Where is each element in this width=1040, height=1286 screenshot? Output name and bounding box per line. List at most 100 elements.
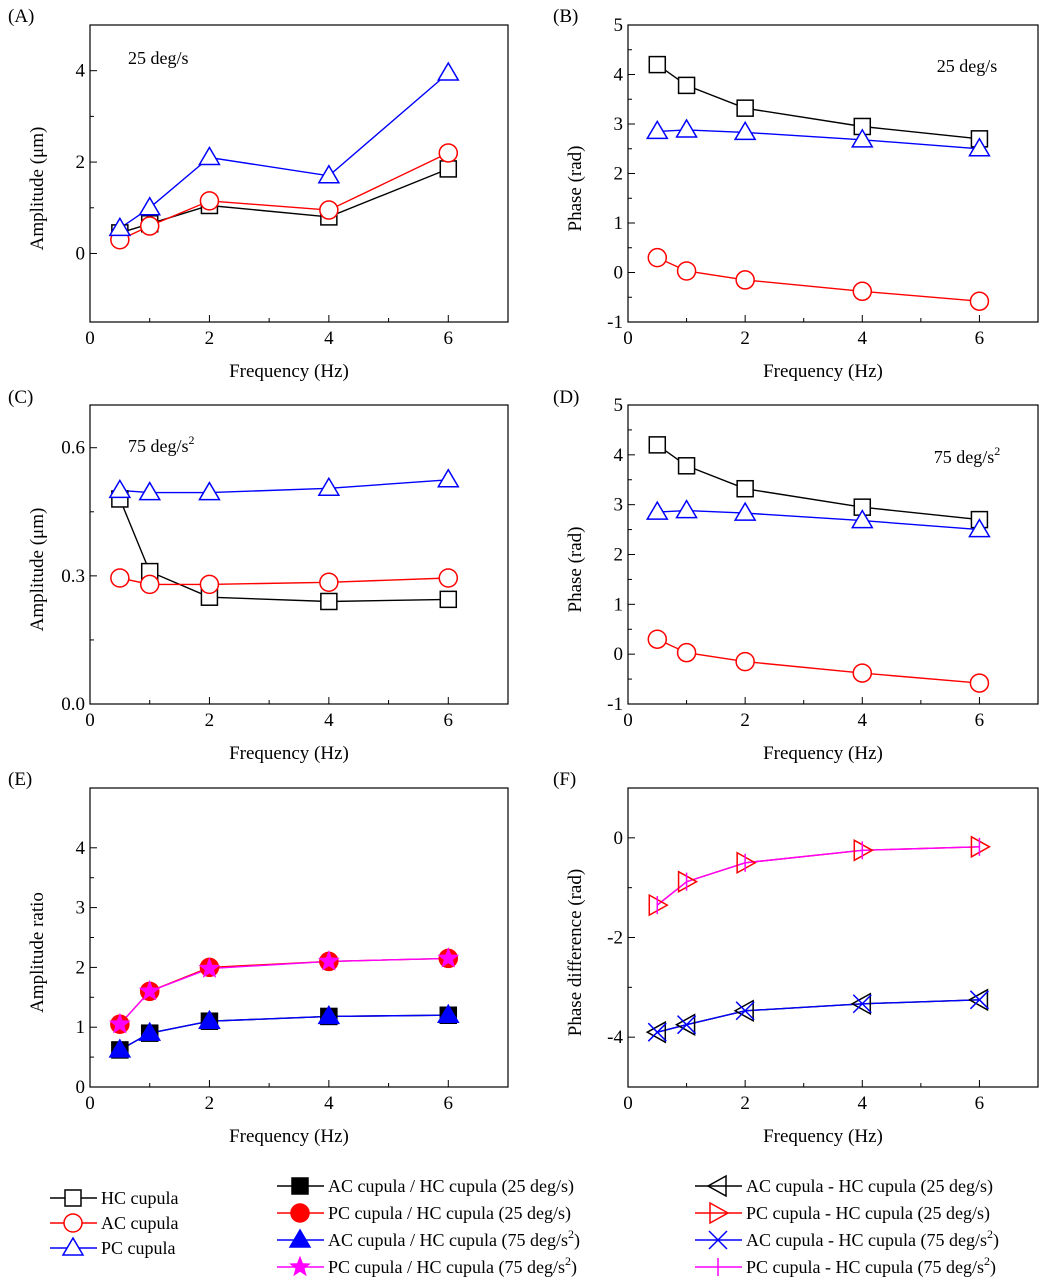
panel-label: (E) xyxy=(8,769,32,790)
plot-frame xyxy=(89,787,509,1088)
data-point xyxy=(736,851,757,875)
x-tick-label: 2 xyxy=(205,710,215,731)
x-tick-label: 0 xyxy=(85,710,95,731)
x-tick-label: 6 xyxy=(975,1093,985,1114)
panel-label: (D) xyxy=(553,387,579,408)
series-line xyxy=(119,1014,449,1051)
data-point xyxy=(198,146,221,166)
y-axis-label: Amplitude (μm) xyxy=(27,508,48,632)
y-tick-label: 0 xyxy=(614,644,624,665)
data-point xyxy=(438,143,459,163)
y-axis-label: Phase (rad) xyxy=(565,146,586,232)
data-point xyxy=(735,1001,755,1021)
legend-label: AC cupula / HC cupula (25 deg/s) xyxy=(328,1176,574,1197)
y-tick-label: 3 xyxy=(614,495,624,516)
x-axis-label: Frequency (Hz) xyxy=(763,1126,883,1147)
data-point xyxy=(647,1022,667,1042)
data-point xyxy=(139,216,160,236)
series-line xyxy=(119,957,449,1025)
y-tick-label: 4 xyxy=(76,838,86,859)
y-tick-label: 0 xyxy=(614,828,624,849)
data-point xyxy=(648,55,667,74)
data-point xyxy=(139,574,160,595)
y-tick-label: -4 xyxy=(607,1027,623,1048)
x-axis-label: Frequency (Hz) xyxy=(229,1126,349,1147)
data-point xyxy=(199,191,220,211)
data-point xyxy=(110,568,130,588)
data-point xyxy=(733,999,754,1023)
legend-marker xyxy=(64,1189,82,1207)
panel-c: 0 2 4 6 0.0 0.3 0.6 Frequency (Hz) Amplitude (μm… xyxy=(8,387,509,764)
data-point xyxy=(647,247,668,268)
legend-label: HC cupula xyxy=(101,1188,178,1208)
y-tick-label: 1 xyxy=(614,594,624,615)
legend-marker xyxy=(288,1228,312,1248)
y-tick-label: 0 xyxy=(76,1077,86,1098)
data-point xyxy=(647,629,668,649)
x-tick-label: 0 xyxy=(623,710,633,731)
legend-label: PC cupula / HC cupula (25 deg/s) xyxy=(328,1203,571,1224)
data-point xyxy=(320,592,338,611)
legend-3: AC cupula - HC cupula (25 deg/s) PC cupul… xyxy=(695,1174,999,1278)
data-point xyxy=(108,478,132,499)
y-tick-label: 4 xyxy=(76,61,86,82)
y-axis-label: Phase (rad) xyxy=(565,527,586,613)
data-point xyxy=(645,1020,667,1044)
legend-label: AC cupula / HC cupula (75 deg/s2) xyxy=(328,1227,580,1251)
y-tick-label: 0.0 xyxy=(61,694,85,715)
x-tick-label: 0 xyxy=(85,1093,95,1114)
legend-label: PC cupula - HC cupula (75 deg/s2) xyxy=(746,1254,996,1278)
data-point xyxy=(675,118,698,138)
x-tick-label: 4 xyxy=(324,710,334,731)
data-point xyxy=(736,479,754,498)
series-line xyxy=(657,129,980,150)
x-axis-label: Frequency (Hz) xyxy=(763,361,883,382)
series-line xyxy=(119,152,449,241)
series-line xyxy=(119,577,449,586)
data-point xyxy=(852,281,873,302)
panel-label: (C) xyxy=(8,387,33,408)
series-line xyxy=(656,64,980,140)
y-axis-label: Amplitude ratio xyxy=(27,892,48,1013)
panel-f: 0 2 4 6 -4 -2 0 Frequency (Hz) Phase difference … xyxy=(553,769,1039,1147)
data-point xyxy=(108,216,132,237)
x-tick-label: 4 xyxy=(324,1093,334,1114)
data-point xyxy=(319,200,339,220)
legend-label: AC cupula - HC cupula (25 deg/s) xyxy=(746,1176,993,1197)
data-point xyxy=(317,1004,341,1025)
legend-marker xyxy=(708,1230,728,1250)
x-axis-label: Frequency (Hz) xyxy=(229,743,349,764)
data-point xyxy=(108,1012,131,1034)
x-axis-label: Frequency (Hz) xyxy=(229,361,349,382)
series-line xyxy=(657,999,980,1033)
legend-marker xyxy=(709,1201,730,1225)
data-point xyxy=(198,1009,221,1029)
data-point xyxy=(735,651,755,672)
y-tick-label: 4 xyxy=(614,445,624,466)
data-point xyxy=(853,839,874,862)
series-line xyxy=(119,168,449,234)
series-line xyxy=(119,957,449,1025)
legend-label: PC cupula - HC cupula (25 deg/s) xyxy=(746,1203,990,1224)
y-tick-label: 3 xyxy=(76,898,86,919)
y-tick-label: 2 xyxy=(76,957,86,978)
y-tick-label: -1 xyxy=(607,312,623,333)
rate-annotation: 75 deg/s2 xyxy=(128,433,195,456)
data-point xyxy=(852,994,872,1014)
data-point xyxy=(198,957,221,978)
y-axis-label: Amplitude (μm) xyxy=(27,127,48,251)
y-tick-label: 2 xyxy=(614,164,624,185)
x-tick-label: 0 xyxy=(85,328,95,349)
plot-frame xyxy=(89,24,509,323)
x-tick-label: 4 xyxy=(858,1093,868,1114)
data-point xyxy=(967,988,989,1012)
x-tick-label: 6 xyxy=(975,328,985,349)
series-line xyxy=(656,846,980,906)
y-tick-label: 5 xyxy=(614,395,624,416)
data-point xyxy=(676,261,697,281)
data-point xyxy=(439,160,458,178)
data-point xyxy=(317,949,340,971)
